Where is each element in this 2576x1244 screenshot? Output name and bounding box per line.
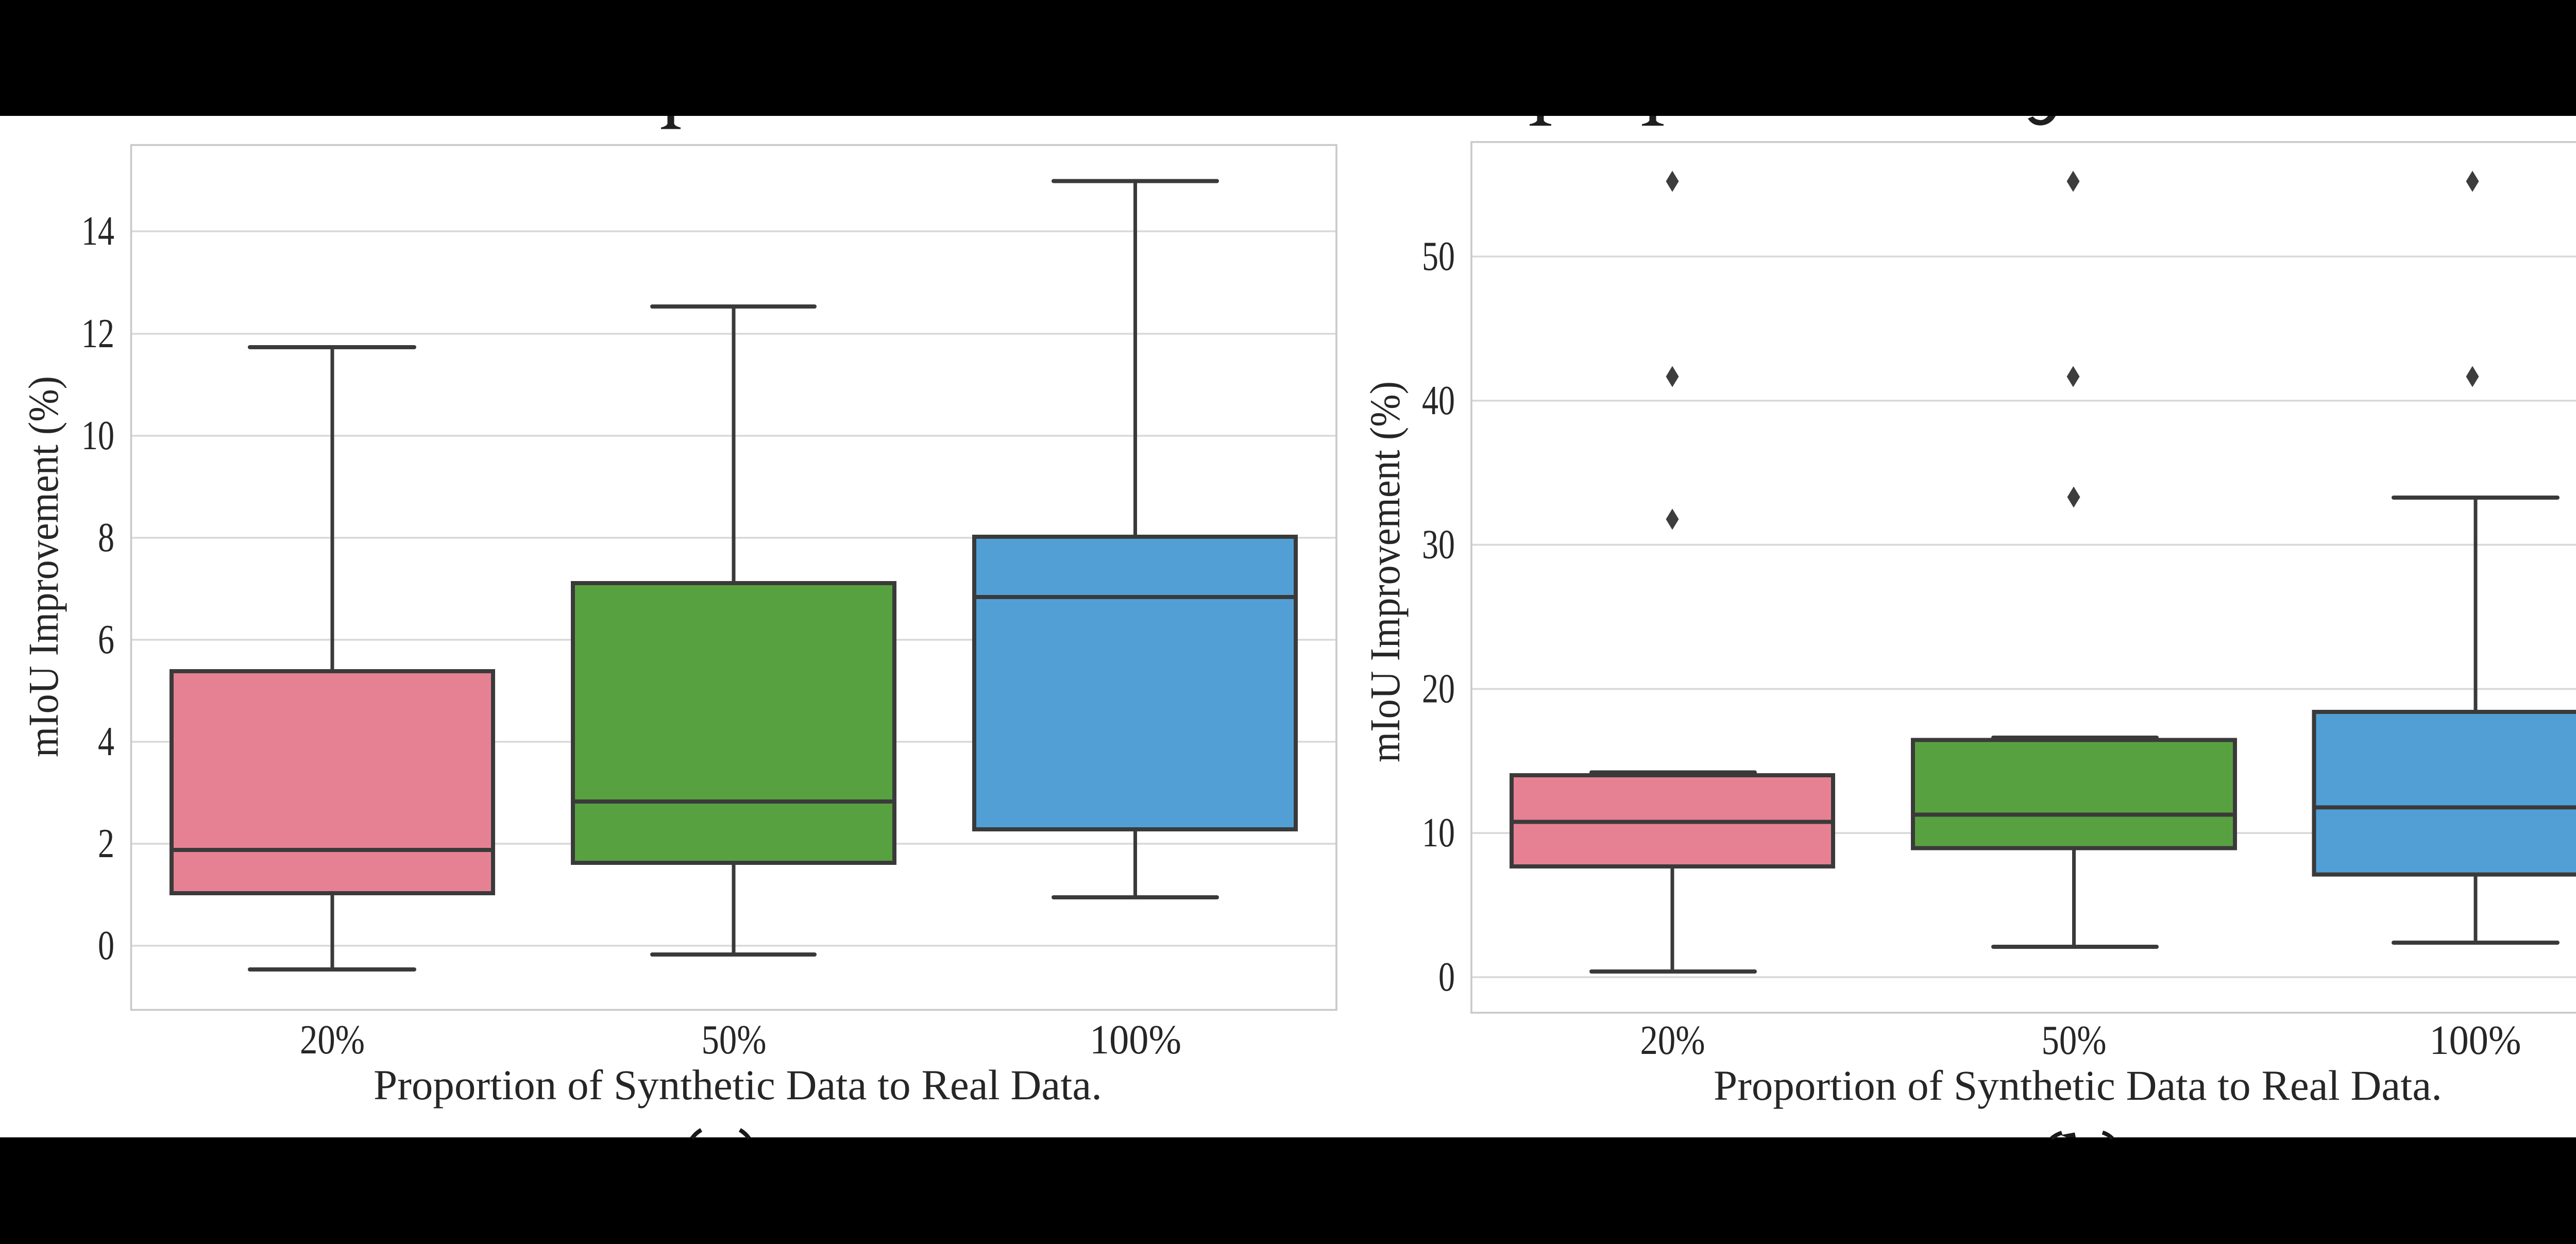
svg-text:20: 20 (1422, 666, 1455, 711)
svg-text:12: 12 (81, 311, 114, 356)
svg-text:8: 8 (98, 515, 114, 560)
svg-text:50: 50 (1422, 234, 1455, 279)
svg-text:10: 10 (1422, 810, 1455, 856)
svg-text:14: 14 (81, 209, 114, 254)
svg-text:0: 0 (98, 923, 114, 968)
svg-text:mIoU Improvement (%): mIoU Improvement (%) (20, 376, 67, 757)
svg-text:6: 6 (98, 617, 114, 662)
svg-text:Proportion of Synthetic Data t: Proportion of Synthetic Data to Real Dat… (1714, 1062, 2442, 1109)
svg-text:50%: 50% (2042, 1018, 2107, 1063)
svg-text:40: 40 (1422, 378, 1455, 423)
svg-text:100%: 100% (2430, 1018, 2521, 1063)
svg-text:20%: 20% (300, 1017, 365, 1063)
svg-text:2: 2 (98, 821, 114, 866)
svg-text:Proportion of Synthetic Data t: Proportion of Synthetic Data to Real Dat… (374, 1061, 1102, 1109)
svg-text:4: 4 (98, 719, 114, 764)
svg-text:mIoU Improvement (%): mIoU Improvement (%) (1361, 381, 1409, 762)
svg-text:30: 30 (1422, 522, 1455, 568)
svg-text:50%: 50% (702, 1017, 767, 1063)
svg-text:10: 10 (81, 413, 114, 458)
svg-text:0: 0 (1438, 955, 1455, 1000)
svg-text:100%: 100% (1090, 1017, 1181, 1063)
svg-text:20%: 20% (1640, 1018, 1705, 1063)
